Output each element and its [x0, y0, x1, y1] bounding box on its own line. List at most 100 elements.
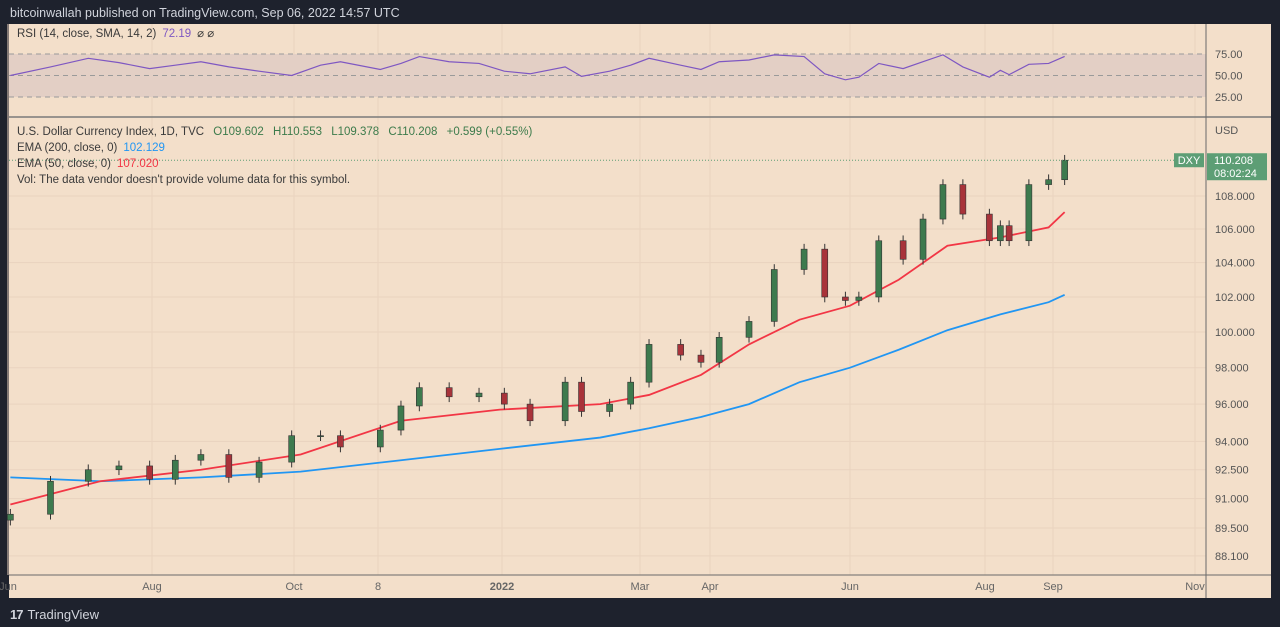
candle-body	[821, 248, 829, 298]
brand-name: TradingView	[27, 607, 100, 622]
ema50-legend: EMA (50, close, 0) 107.020	[17, 158, 165, 170]
time-tick-label: Jun	[0, 581, 17, 593]
candle-body	[997, 225, 1004, 242]
candle-body	[919, 218, 927, 260]
symbol-name: U.S. Dollar Currency Index, 1D, TVC	[17, 126, 205, 138]
price-tick-label: 91.000	[1215, 494, 1249, 506]
ohlc-change: +0.599 (+0.55%)	[446, 126, 533, 138]
candle-body	[7, 513, 14, 521]
candle-body	[645, 344, 653, 383]
candle-body	[1025, 184, 1033, 242]
rsi-line	[10, 54, 1065, 81]
candle-body	[606, 403, 613, 412]
volume-note: Vol: The data vendor doesn't provide vol…	[17, 174, 351, 186]
ema50-value: 107.020	[116, 158, 159, 170]
candle-body	[475, 392, 483, 398]
candle-body	[875, 240, 883, 298]
rsi-legend: RSI (14, close, SMA, 14, 2) 72.19 ⌀ ⌀	[17, 26, 220, 40]
candle-body	[416, 387, 423, 407]
candle-body	[337, 435, 344, 448]
countdown-label: 08:02:24	[1214, 168, 1257, 180]
footer-brand[interactable]: 17 TradingView	[10, 607, 99, 622]
currency-label: USD	[1215, 125, 1238, 137]
candle-body	[526, 403, 534, 422]
price-tick-label: 104.000	[1215, 258, 1255, 270]
price-tick-label: 100.000	[1215, 327, 1255, 339]
price-tick-label: 88.100	[1215, 551, 1249, 563]
price-tick-label: 102.000	[1215, 292, 1255, 304]
candle-body	[397, 405, 405, 431]
rsi-value: 72.19	[162, 28, 192, 40]
last-price-label: 110.208	[1214, 155, 1253, 167]
ema200-value: 102.129	[123, 142, 165, 154]
price-tick-label: 94.000	[1215, 436, 1249, 448]
ohlc-open: O109.602	[213, 126, 264, 138]
candle-body	[288, 435, 295, 463]
time-tick-label: Aug	[975, 581, 995, 593]
candle-body	[445, 387, 453, 398]
ema200-legend: EMA (200, close, 0) 102.129	[17, 142, 171, 154]
candle-body	[745, 321, 753, 338]
candle-body	[501, 392, 508, 405]
time-tick-label: Jun	[841, 581, 859, 593]
time-tick-label: Apr	[701, 581, 718, 593]
price-tick-label: 98.000	[1215, 363, 1249, 375]
candle-body	[770, 269, 778, 322]
last-price-badge	[1207, 153, 1267, 181]
candle-body	[627, 381, 634, 405]
candle-body	[255, 461, 263, 478]
candle-body	[986, 213, 993, 242]
ema200-line	[10, 293, 1066, 483]
price-tick-label: 106.000	[1215, 224, 1255, 236]
ema200-label: EMA (200, close, 0)	[17, 142, 118, 154]
candle-body	[197, 454, 205, 461]
ema50-label: EMA (50, close, 0)	[17, 158, 111, 170]
rsi-tick-label: 75.00	[1215, 49, 1243, 61]
ohlc-close: C110.208	[388, 126, 438, 138]
candle-body	[959, 184, 967, 215]
candle-body	[171, 459, 179, 480]
candle-body	[146, 465, 153, 480]
candle-body	[1005, 225, 1013, 242]
time-tick-label: Oct	[285, 581, 302, 593]
candle-body	[376, 429, 384, 448]
price-tick-label: 96.000	[1215, 399, 1249, 411]
symbol-tag	[1174, 153, 1204, 168]
time-tick-label: Sep	[1043, 581, 1063, 593]
price-tick-label: 89.500	[1215, 523, 1249, 535]
candle-body	[855, 296, 863, 301]
rsi-extra: ⌀ ⌀	[197, 28, 215, 40]
candle-body	[715, 336, 723, 363]
candle-body	[578, 381, 585, 412]
price-tick-label: 108.000	[1215, 191, 1255, 203]
time-tick-label: Mar	[631, 581, 650, 593]
symbol-legend: U.S. Dollar Currency Index, 1D, TVC O109…	[17, 126, 538, 138]
time-tick-label: 2022	[490, 581, 514, 593]
candle-body	[800, 248, 808, 270]
time-tick-label: Aug	[142, 581, 162, 593]
price-tick-label: 92.500	[1215, 465, 1249, 477]
candle-body	[1045, 179, 1052, 185]
candle-body	[47, 480, 54, 515]
candle-body	[939, 184, 947, 220]
symbol-tag-label: DXY	[1178, 155, 1201, 167]
candle-body	[697, 354, 705, 363]
ohlc-low: L109.378	[331, 126, 380, 138]
rsi-tick-label: 50.00	[1215, 71, 1243, 83]
candle-body	[84, 469, 92, 482]
ohlc-high: H110.553	[272, 126, 322, 138]
candle-body	[677, 344, 684, 356]
rsi-tick-label: 25.00	[1215, 92, 1243, 104]
candle-body	[899, 240, 907, 260]
candle-body	[225, 454, 233, 478]
time-tick-label: 8	[375, 581, 381, 593]
candle-body	[1061, 159, 1068, 181]
candle-body	[317, 435, 324, 437]
candle-body	[561, 381, 569, 422]
tradingview-logo-icon: 17	[10, 607, 24, 622]
ema50-line	[10, 211, 1066, 506]
candle-body	[842, 296, 849, 301]
candle-body	[115, 465, 123, 471]
time-tick-label: Nov	[1185, 581, 1205, 593]
